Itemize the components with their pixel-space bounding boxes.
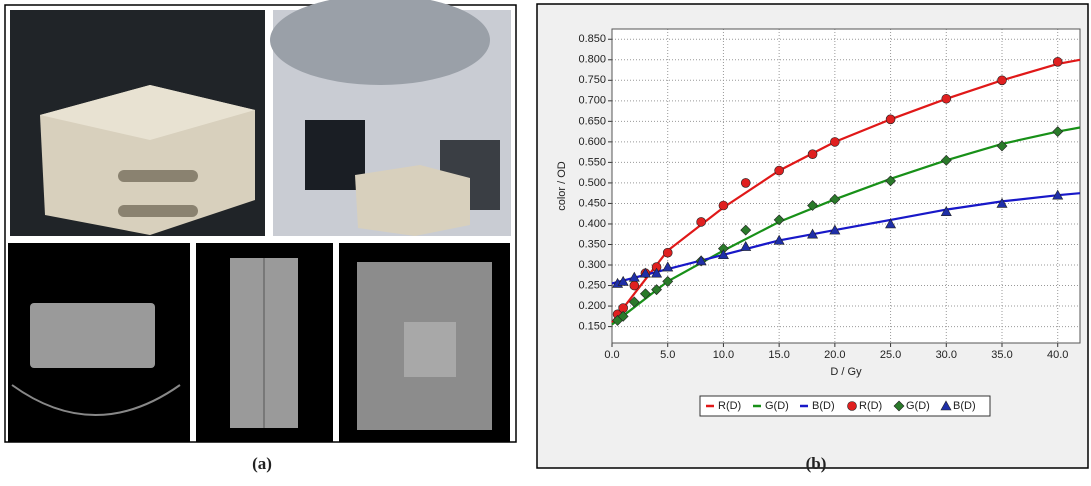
photo-slot <box>118 205 198 217</box>
y-tick-label: 0.400 <box>578 218 606 230</box>
ct-insert <box>404 322 456 377</box>
ct-slice <box>30 303 155 368</box>
x-axis-title: D / Gy <box>830 366 862 378</box>
legend-label: B(D) <box>953 400 976 412</box>
marker <box>741 178 750 187</box>
y-tick-label: 0.650 <box>578 115 606 127</box>
y-tick-label: 0.350 <box>578 238 606 250</box>
marker <box>630 281 639 290</box>
x-tick-label: 40.0 <box>1047 349 1068 361</box>
y-tick-label: 0.450 <box>578 197 606 209</box>
y-tick-label: 0.150 <box>578 320 606 332</box>
photo-slot <box>118 170 198 182</box>
legend-label: R(D) <box>859 400 882 412</box>
photo-cube <box>355 165 470 236</box>
x-tick-label: 20.0 <box>824 349 845 361</box>
x-tick-label: 35.0 <box>991 349 1012 361</box>
marker <box>830 137 839 146</box>
x-tick-label: 30.0 <box>936 349 957 361</box>
marker <box>775 166 784 175</box>
marker <box>808 150 817 159</box>
marker <box>697 217 706 226</box>
y-tick-label: 0.250 <box>578 279 606 291</box>
x-tick-label: 25.0 <box>880 349 901 361</box>
legend-label: B(D) <box>812 400 835 412</box>
marker <box>719 201 728 210</box>
page: {"captions": ["(a)", "(b)"], "chart_data… <box>0 0 1091 481</box>
y-tick-label: 0.700 <box>578 95 606 107</box>
legend-label: R(D) <box>718 400 741 412</box>
legend-swatch <box>848 402 857 411</box>
legend-label: G(D) <box>765 400 789 412</box>
figure: (a) (b) 0.150 0.200 0.250 0.300 0.350 0.400 0.… <box>0 0 1091 481</box>
x-tick-label: 15.0 <box>768 349 789 361</box>
plot-area <box>612 29 1080 343</box>
y-tick-label: 0.850 <box>578 33 606 45</box>
y-tick-label: 0.200 <box>578 300 606 312</box>
legend-label: G(D) <box>906 400 930 412</box>
marker <box>886 115 895 124</box>
x-tick-label: 5.0 <box>660 349 675 361</box>
y-tick-label: 0.500 <box>578 177 606 189</box>
x-tick-label: 0.0 <box>604 349 619 361</box>
caption: (a) <box>252 454 272 473</box>
y-axis-title: color / OD <box>556 161 568 211</box>
y-tick-label: 0.600 <box>578 136 606 148</box>
y-tick-label: 0.550 <box>578 156 606 168</box>
y-tick-label: 0.300 <box>578 259 606 271</box>
x-tick-label: 10.0 <box>713 349 734 361</box>
y-tick-label: 0.800 <box>578 54 606 66</box>
marker <box>1053 57 1062 66</box>
marker <box>998 76 1007 85</box>
y-tick-label: 0.750 <box>578 74 606 86</box>
caption: (b) <box>806 454 827 473</box>
marker <box>663 248 672 257</box>
marker <box>942 94 951 103</box>
